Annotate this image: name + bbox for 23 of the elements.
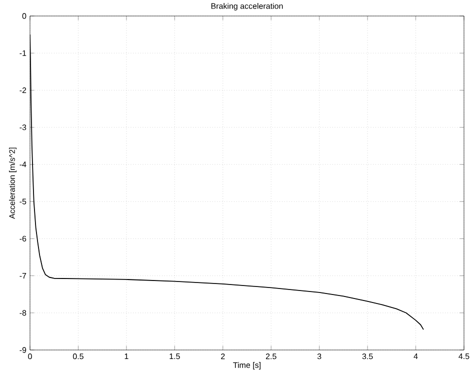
chart-title: Braking acceleration bbox=[211, 3, 283, 10]
y-tick-label: 0 bbox=[22, 13, 26, 19]
y-tick-label: -4 bbox=[20, 162, 26, 168]
x-tick-label: 3.5 bbox=[362, 354, 373, 360]
x-tick-label: 4 bbox=[414, 354, 418, 360]
y-tick-label: -3 bbox=[20, 124, 26, 130]
y-tick-label: -7 bbox=[20, 273, 26, 279]
y-tick-label: -1 bbox=[20, 50, 26, 56]
y-axis-title: Acceleration [m/s^2] bbox=[9, 148, 16, 219]
x-tick-label: 1.5 bbox=[170, 354, 180, 360]
x-tick-label: 2.5 bbox=[266, 354, 276, 360]
y-tick-label: -6 bbox=[20, 236, 26, 242]
y-tick-label: -9 bbox=[20, 347, 26, 353]
y-tick-label: -8 bbox=[20, 310, 26, 316]
x-axis-title: Time [s] bbox=[233, 362, 260, 370]
x-tick-label: 4.5 bbox=[458, 354, 470, 360]
x-tick-label: 0.5 bbox=[72, 354, 84, 360]
x-tick-label: 0 bbox=[28, 354, 32, 360]
y-tick-label: -2 bbox=[20, 87, 26, 94]
y-tick-label: -5 bbox=[20, 198, 26, 204]
x-tick-label: 2 bbox=[221, 354, 225, 360]
x-tick-label: 3 bbox=[317, 354, 322, 360]
x-tick-label: 1 bbox=[124, 354, 128, 360]
